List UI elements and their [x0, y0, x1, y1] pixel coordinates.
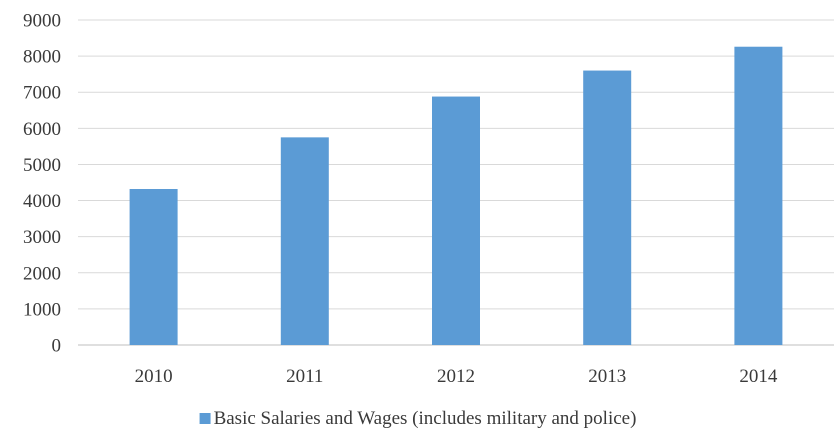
y-tick-label: 9000 — [23, 11, 61, 32]
legend-swatch — [199, 413, 211, 424]
y-tick-label: 4000 — [23, 191, 61, 212]
bar-2013 — [583, 70, 632, 346]
bar-2012 — [432, 96, 480, 345]
x-tick-label: 2012 — [437, 366, 475, 387]
bar-2010 — [129, 189, 178, 345]
y-tick-label: 6000 — [23, 119, 61, 140]
legend-label: Basic Salaries and Wages (includes milit… — [214, 408, 637, 429]
x-tick-label: 2011 — [286, 366, 323, 387]
x-axis-tick-labels: 2010 2011 2012 2013 2014 — [135, 366, 778, 387]
legend: Basic Salaries and Wages (includes milit… — [199, 408, 637, 429]
y-tick-label: 5000 — [23, 155, 61, 176]
y-tick-label: 8000 — [23, 47, 61, 68]
bars — [129, 46, 783, 346]
y-tick-label: 1000 — [23, 299, 61, 320]
x-tick-label: 2013 — [588, 366, 626, 387]
y-tick-label: 0 — [52, 336, 62, 357]
y-tick-label: 3000 — [23, 227, 61, 248]
x-tick-label: 2014 — [739, 366, 778, 387]
bar-2011 — [280, 137, 329, 345]
y-tick-label: 7000 — [23, 83, 61, 104]
y-axis-tick-labels: 0 1000 2000 3000 4000 5000 6000 7000 8000 9000 — [23, 11, 61, 357]
y-tick-label: 2000 — [23, 263, 61, 284]
x-tick-label: 2010 — [135, 366, 173, 387]
bar-2014 — [734, 46, 783, 345]
